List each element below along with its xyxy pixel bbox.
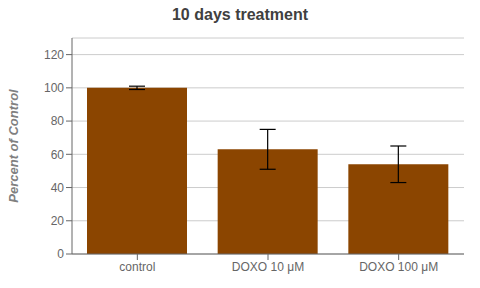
svg-text:120: 120: [44, 48, 64, 62]
svg-text:80: 80: [51, 114, 65, 128]
svg-text:20: 20: [51, 214, 65, 228]
svg-text:100: 100: [44, 81, 64, 95]
svg-text:60: 60: [51, 148, 65, 162]
svg-text:40: 40: [51, 181, 65, 195]
svg-text:DOXO 100 μM: DOXO 100 μM: [359, 260, 438, 274]
svg-text:0: 0: [57, 247, 64, 261]
svg-text:control: control: [119, 260, 155, 274]
html-text:10 days treatment: 10 days treatment: [172, 6, 308, 23]
svg-text:Percent of Control: Percent of Control: [8, 89, 21, 203]
svg-text:DOXO 10 μM: DOXO 10 μM: [232, 260, 304, 274]
